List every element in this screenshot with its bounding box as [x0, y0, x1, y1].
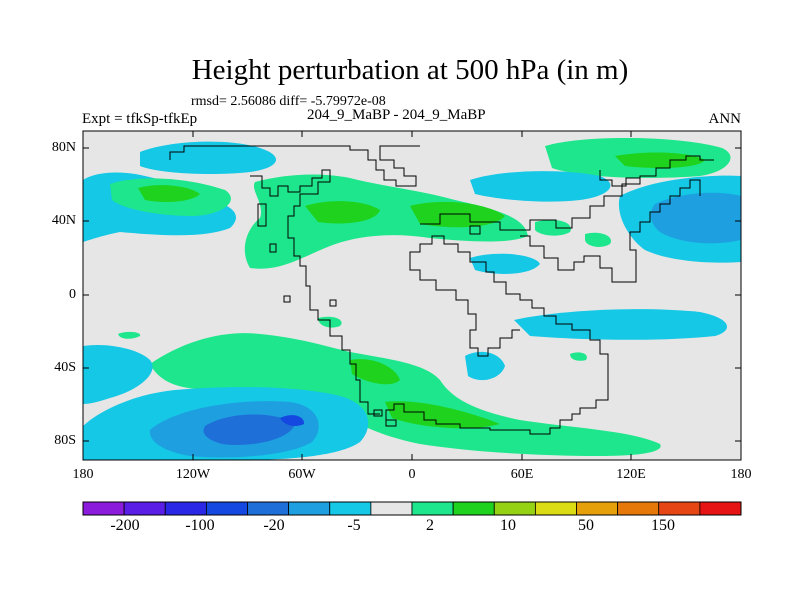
contour-blue-region — [650, 192, 741, 244]
colorbar-label: -20 — [263, 517, 285, 534]
y-tick-label: 80N — [51, 140, 76, 155]
contour-green-core — [410, 201, 505, 228]
contour-fills — [83, 137, 741, 460]
coastline-americas — [250, 169, 380, 415]
x-axis-ticks — [82, 131, 742, 460]
colorbar-box — [699, 501, 742, 516]
x-tick-label: 60E — [510, 467, 534, 482]
coastline-east-asia — [520, 179, 701, 283]
x-tick-label: 60W — [288, 467, 316, 482]
contour-cyan-region — [140, 141, 277, 174]
x-tick-label: 180 — [72, 467, 94, 482]
contour-green-region — [244, 174, 528, 269]
contour-cyan-region — [470, 253, 540, 274]
x-tick-label: 180 — [730, 467, 752, 482]
colorbar — [82, 501, 742, 516]
y-tick-label: 0 — [69, 287, 76, 302]
colorbar-box — [82, 501, 125, 516]
colorbar-box — [576, 501, 619, 516]
coastline-island — [283, 295, 291, 303]
contour-green-core — [138, 185, 200, 202]
colorbar-label: -100 — [185, 517, 215, 534]
colorbar-label: -5 — [347, 517, 361, 534]
coastline-lake — [257, 203, 267, 227]
x-tick-label: 120W — [175, 467, 211, 482]
contour-green-region — [570, 352, 587, 361]
coastline-island — [269, 243, 277, 253]
case-label: 204_9_MaBP - 204_9_MaBP — [307, 107, 486, 123]
contour-green-core — [305, 201, 380, 224]
colorbar-box — [493, 501, 536, 516]
contour-green-core — [615, 152, 705, 168]
contour-green-core — [385, 401, 500, 429]
colorbar-box — [123, 501, 166, 516]
coastline-africa-asia — [385, 235, 609, 435]
contour-green-region — [150, 333, 661, 456]
colorbar-label: 10 — [500, 517, 516, 534]
colorbar-box — [411, 501, 454, 516]
contour-green-region — [285, 182, 340, 198]
colorbar-box — [534, 501, 577, 516]
contour-green-region — [535, 219, 571, 236]
coastline-eurasia-north — [599, 170, 640, 187]
colorbar-box — [164, 501, 207, 516]
continent-outlines — [169, 145, 714, 435]
colorbar-box — [658, 501, 701, 516]
y-tick-label: 40N — [51, 213, 76, 228]
contour-cyan-region — [514, 309, 727, 340]
contour-green-core — [350, 359, 400, 385]
colorbar-box — [329, 501, 372, 516]
colorbar-box — [205, 501, 248, 516]
rmsd-diff-stats: rmsd= 2.56086 diff= -5.79972e-08 — [191, 94, 386, 109]
colorbar-label: 2 — [426, 517, 434, 534]
colorbar-box — [370, 501, 413, 516]
coastline-island — [385, 419, 397, 427]
colorbar-label: -200 — [110, 517, 140, 534]
coastline-arctic — [169, 145, 420, 187]
colorbar-box — [452, 501, 495, 516]
coastline-island — [373, 409, 383, 417]
experiment-label: Expt = tfkSp-tfkEp — [82, 111, 198, 127]
coastline-island — [329, 299, 337, 307]
coastline-eurasia-north — [420, 155, 714, 231]
y-tick-label: 40S — [54, 360, 76, 375]
plot-title: Height perturbation at 500 hPa (in m) — [191, 54, 629, 86]
contour-green-region — [585, 232, 611, 247]
contour-cyan-region — [83, 344, 153, 404]
colorbar-label: 150 — [651, 517, 675, 534]
contour-green-region — [118, 331, 141, 339]
y-tick-label: 80S — [54, 433, 76, 448]
season-label: ANN — [708, 111, 742, 127]
contour-cyan-region — [465, 351, 505, 381]
contour-cyan-region — [470, 171, 611, 202]
colorbar-frame — [82, 501, 742, 516]
coastline-caspian — [469, 225, 481, 235]
colorbar-label: 50 — [578, 517, 594, 534]
colorbar-box — [247, 501, 290, 516]
contour-deep-blue-region — [203, 414, 295, 446]
x-tick-label: 120E — [616, 467, 646, 482]
colorbar-box — [617, 501, 660, 516]
contour-deepest-blue-region — [280, 415, 305, 426]
x-tick-label: 0 — [408, 467, 416, 482]
colorbar-box — [288, 501, 331, 516]
y-axis-ticks — [83, 147, 741, 442]
